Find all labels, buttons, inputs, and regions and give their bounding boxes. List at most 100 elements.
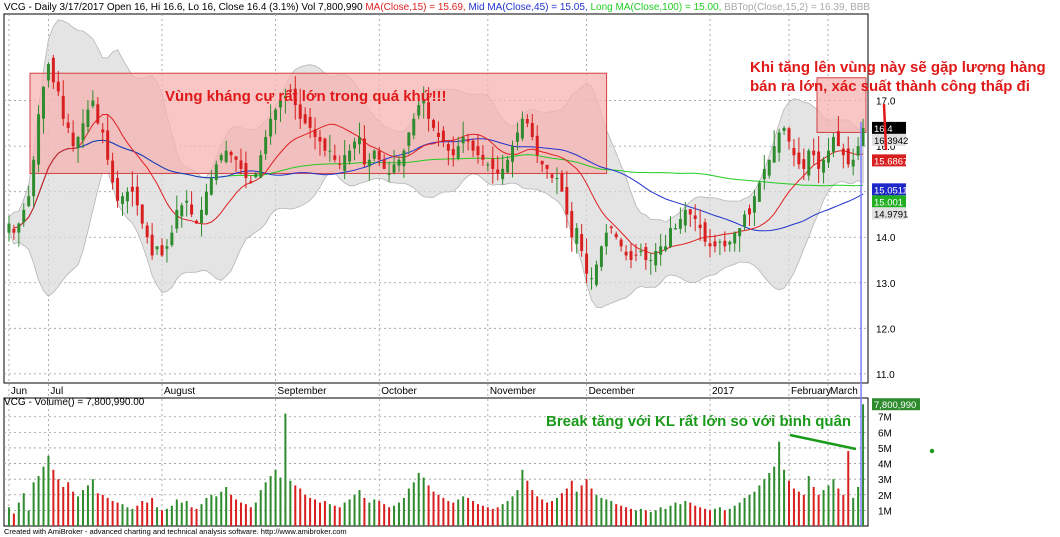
candle-body: [752, 196, 756, 213]
candle: [782, 125, 786, 135]
volume-bar: [81, 490, 84, 526]
volume-bar: [289, 480, 292, 526]
candle: [683, 201, 687, 233]
candle: [535, 125, 539, 164]
volume-bar: [778, 441, 781, 526]
candle-body: [481, 154, 485, 160]
x-tick-label: October: [381, 386, 417, 397]
volume-bar: [827, 485, 830, 526]
candle-body: [22, 209, 26, 223]
candle-body: [209, 178, 213, 195]
candle-body: [81, 123, 85, 141]
volume-bar: [472, 501, 475, 526]
volume-bar: [634, 510, 637, 526]
candle: [525, 114, 529, 128]
candle: [506, 155, 510, 174]
price-badge: [872, 133, 906, 146]
candle-body: [471, 140, 475, 151]
candle: [195, 219, 199, 224]
volume-bars: [7, 404, 865, 526]
volume-bar: [481, 505, 484, 526]
candle: [170, 225, 174, 248]
price-badge: [872, 207, 906, 220]
candle: [570, 201, 574, 252]
volume-bar: [72, 491, 75, 526]
candle-body: [412, 118, 416, 136]
volume-bar: [709, 510, 712, 526]
candle-body: [195, 220, 199, 224]
volume-bar: [225, 486, 228, 526]
volume-bar: [723, 510, 726, 526]
candle: [160, 238, 164, 257]
x-tick-label: December: [589, 386, 636, 397]
candle-body: [367, 159, 371, 167]
volume-bar: [659, 507, 662, 526]
volume-bar: [674, 502, 677, 526]
candle: [407, 131, 411, 155]
volume-bar: [541, 499, 544, 526]
candle: [733, 231, 737, 252]
candle-body: [851, 159, 855, 167]
x-tick-label: August: [164, 386, 195, 397]
candle-body: [135, 186, 139, 206]
volume-bar: [318, 502, 321, 526]
volume-bar: [215, 496, 218, 526]
candle: [792, 138, 796, 167]
candle-body: [116, 177, 120, 201]
candle: [496, 155, 500, 181]
candle: [244, 151, 248, 189]
candle: [644, 242, 648, 270]
volume-bar: [575, 491, 578, 526]
volume-bar: [427, 485, 430, 526]
candle-body: [767, 159, 771, 176]
candle: [145, 222, 149, 244]
candle-body: [372, 150, 376, 159]
candle: [827, 137, 830, 169]
volume-bar: [773, 466, 776, 526]
volume-bar: [175, 499, 178, 526]
volume-tick-label: 4M: [878, 460, 892, 471]
candle: [274, 107, 278, 135]
candle-body: [180, 205, 184, 217]
candle: [42, 86, 45, 134]
axes: Jun Jul August September October November Dece…: [11, 97, 896, 518]
volume-bar: [22, 493, 25, 526]
volume-tick-label: 7M: [878, 413, 892, 424]
candle: [229, 150, 233, 163]
volume-bar: [862, 404, 865, 526]
volume-bar: [86, 485, 89, 526]
candle-body: [486, 164, 490, 166]
candle: [135, 174, 139, 216]
breakout-pointer: [789, 433, 857, 451]
candle-body: [511, 146, 515, 162]
candle: [851, 148, 855, 176]
volume-bar: [565, 488, 568, 526]
volume-bar: [496, 507, 499, 526]
volume-bar: [156, 507, 159, 526]
candle: [530, 113, 534, 141]
volume-bar: [230, 494, 233, 526]
volume-bar: [57, 479, 60, 526]
candle: [362, 125, 366, 168]
candle: [155, 246, 159, 255]
volume-bar: [42, 466, 45, 526]
candle: [777, 128, 781, 162]
volume-bar: [570, 480, 573, 526]
candle: [427, 87, 431, 132]
price-badge: [872, 121, 906, 134]
price-badge-label: 15.0511: [874, 185, 908, 196]
volume-bar: [531, 490, 534, 526]
volume-bar: [442, 497, 445, 526]
candle-body: [738, 228, 742, 237]
candle-body: [125, 191, 129, 202]
volume-bar: [669, 505, 672, 526]
candle-body: [106, 130, 110, 160]
candle: [190, 191, 194, 218]
volume-bar: [615, 504, 618, 526]
candle-body: [782, 127, 786, 131]
volume-bar: [476, 504, 479, 526]
candle: [604, 224, 608, 255]
candle: [624, 245, 628, 261]
volume-bar: [486, 507, 489, 526]
candle: [802, 148, 806, 181]
